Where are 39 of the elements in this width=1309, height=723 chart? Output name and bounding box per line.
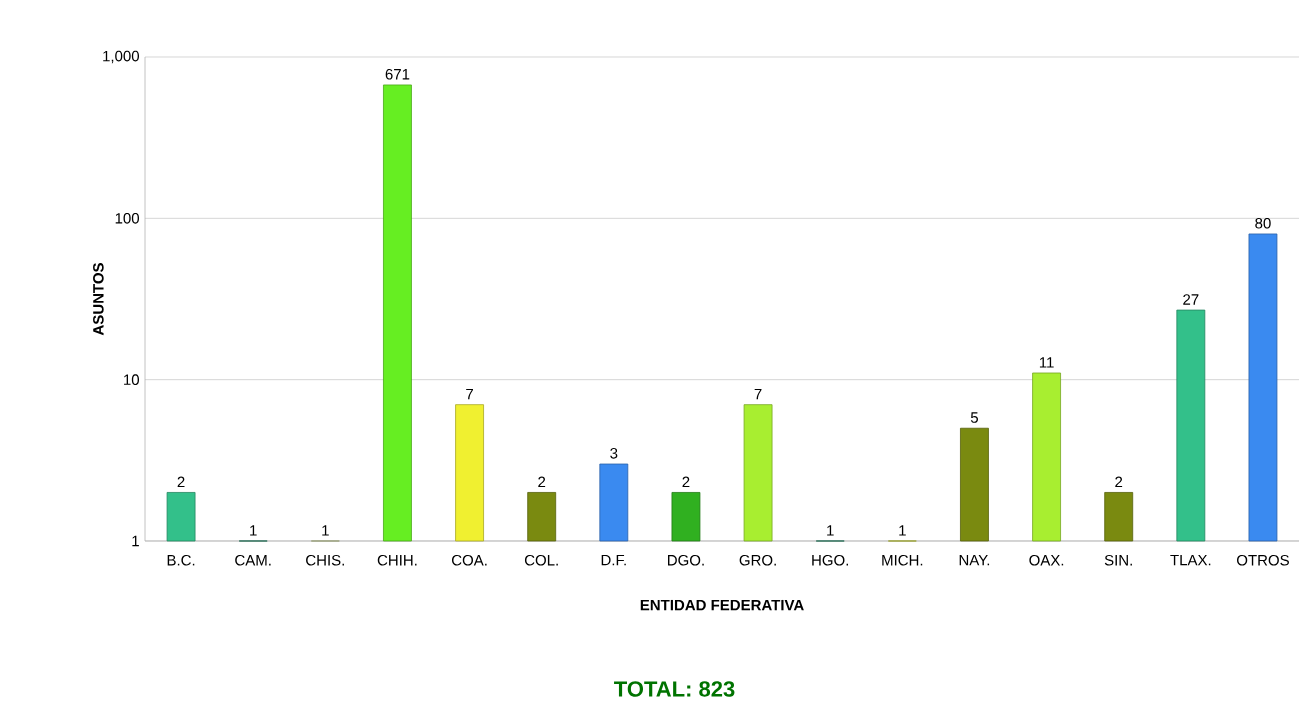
x-tick-label: DGO. — [668, 554, 704, 566]
data-label: 11 — [1039, 357, 1054, 368]
data-label: 1 — [322, 525, 329, 536]
y-tick-label: 10 — [124, 374, 140, 385]
y-tick-label: 1,000 — [103, 50, 140, 64]
x-tick-label: COL. — [524, 554, 558, 566]
data-label: 1 — [827, 525, 834, 536]
x-tick-label: CHIS. — [306, 554, 344, 566]
x-tick-label: HGO. — [812, 554, 848, 566]
data-label: 2 — [177, 476, 185, 488]
data-label: 1 — [899, 525, 906, 536]
y-tick-label: 100 — [115, 213, 140, 224]
data-label: 7 — [754, 388, 762, 400]
x-tick-label: SIN. — [1104, 554, 1132, 566]
x-tick-label: D.F. — [601, 554, 626, 566]
data-label: 27 — [1183, 294, 1199, 305]
y-tick-label: 1 — [132, 535, 139, 547]
data-label: 5 — [970, 412, 978, 423]
text: TOTAL: 823 — [614, 681, 735, 697]
x-tick-label: CAM. — [235, 554, 271, 566]
x-tick-label: NAY. — [959, 554, 990, 566]
x-tick-label: MICH. — [882, 554, 923, 566]
x-tick-label: GRO. — [739, 554, 776, 566]
x-tick-label: CHIH. — [377, 554, 417, 566]
x-tick-label: TLAX. — [1170, 554, 1211, 566]
data-label: 3 — [610, 448, 618, 459]
data-label: 1 — [250, 525, 257, 536]
data-label: 671 — [385, 68, 410, 80]
x-tick-label: OAX. — [1029, 554, 1064, 566]
data-label: 2 — [538, 476, 546, 488]
x-tick-label: B.C. — [167, 554, 195, 566]
x-tick-label: COA. — [451, 554, 487, 566]
data-label: 2 — [1115, 476, 1123, 488]
data-label: 7 — [466, 388, 473, 400]
data-label: 2 — [682, 476, 690, 488]
y-axis-title: ASUNTOS — [93, 263, 104, 336]
x-tick-label: OTROS — [1237, 554, 1289, 566]
data-label: 80 — [1255, 217, 1271, 229]
x-axis-title: ENTIDAD FEDERATIVA — [640, 599, 804, 611]
